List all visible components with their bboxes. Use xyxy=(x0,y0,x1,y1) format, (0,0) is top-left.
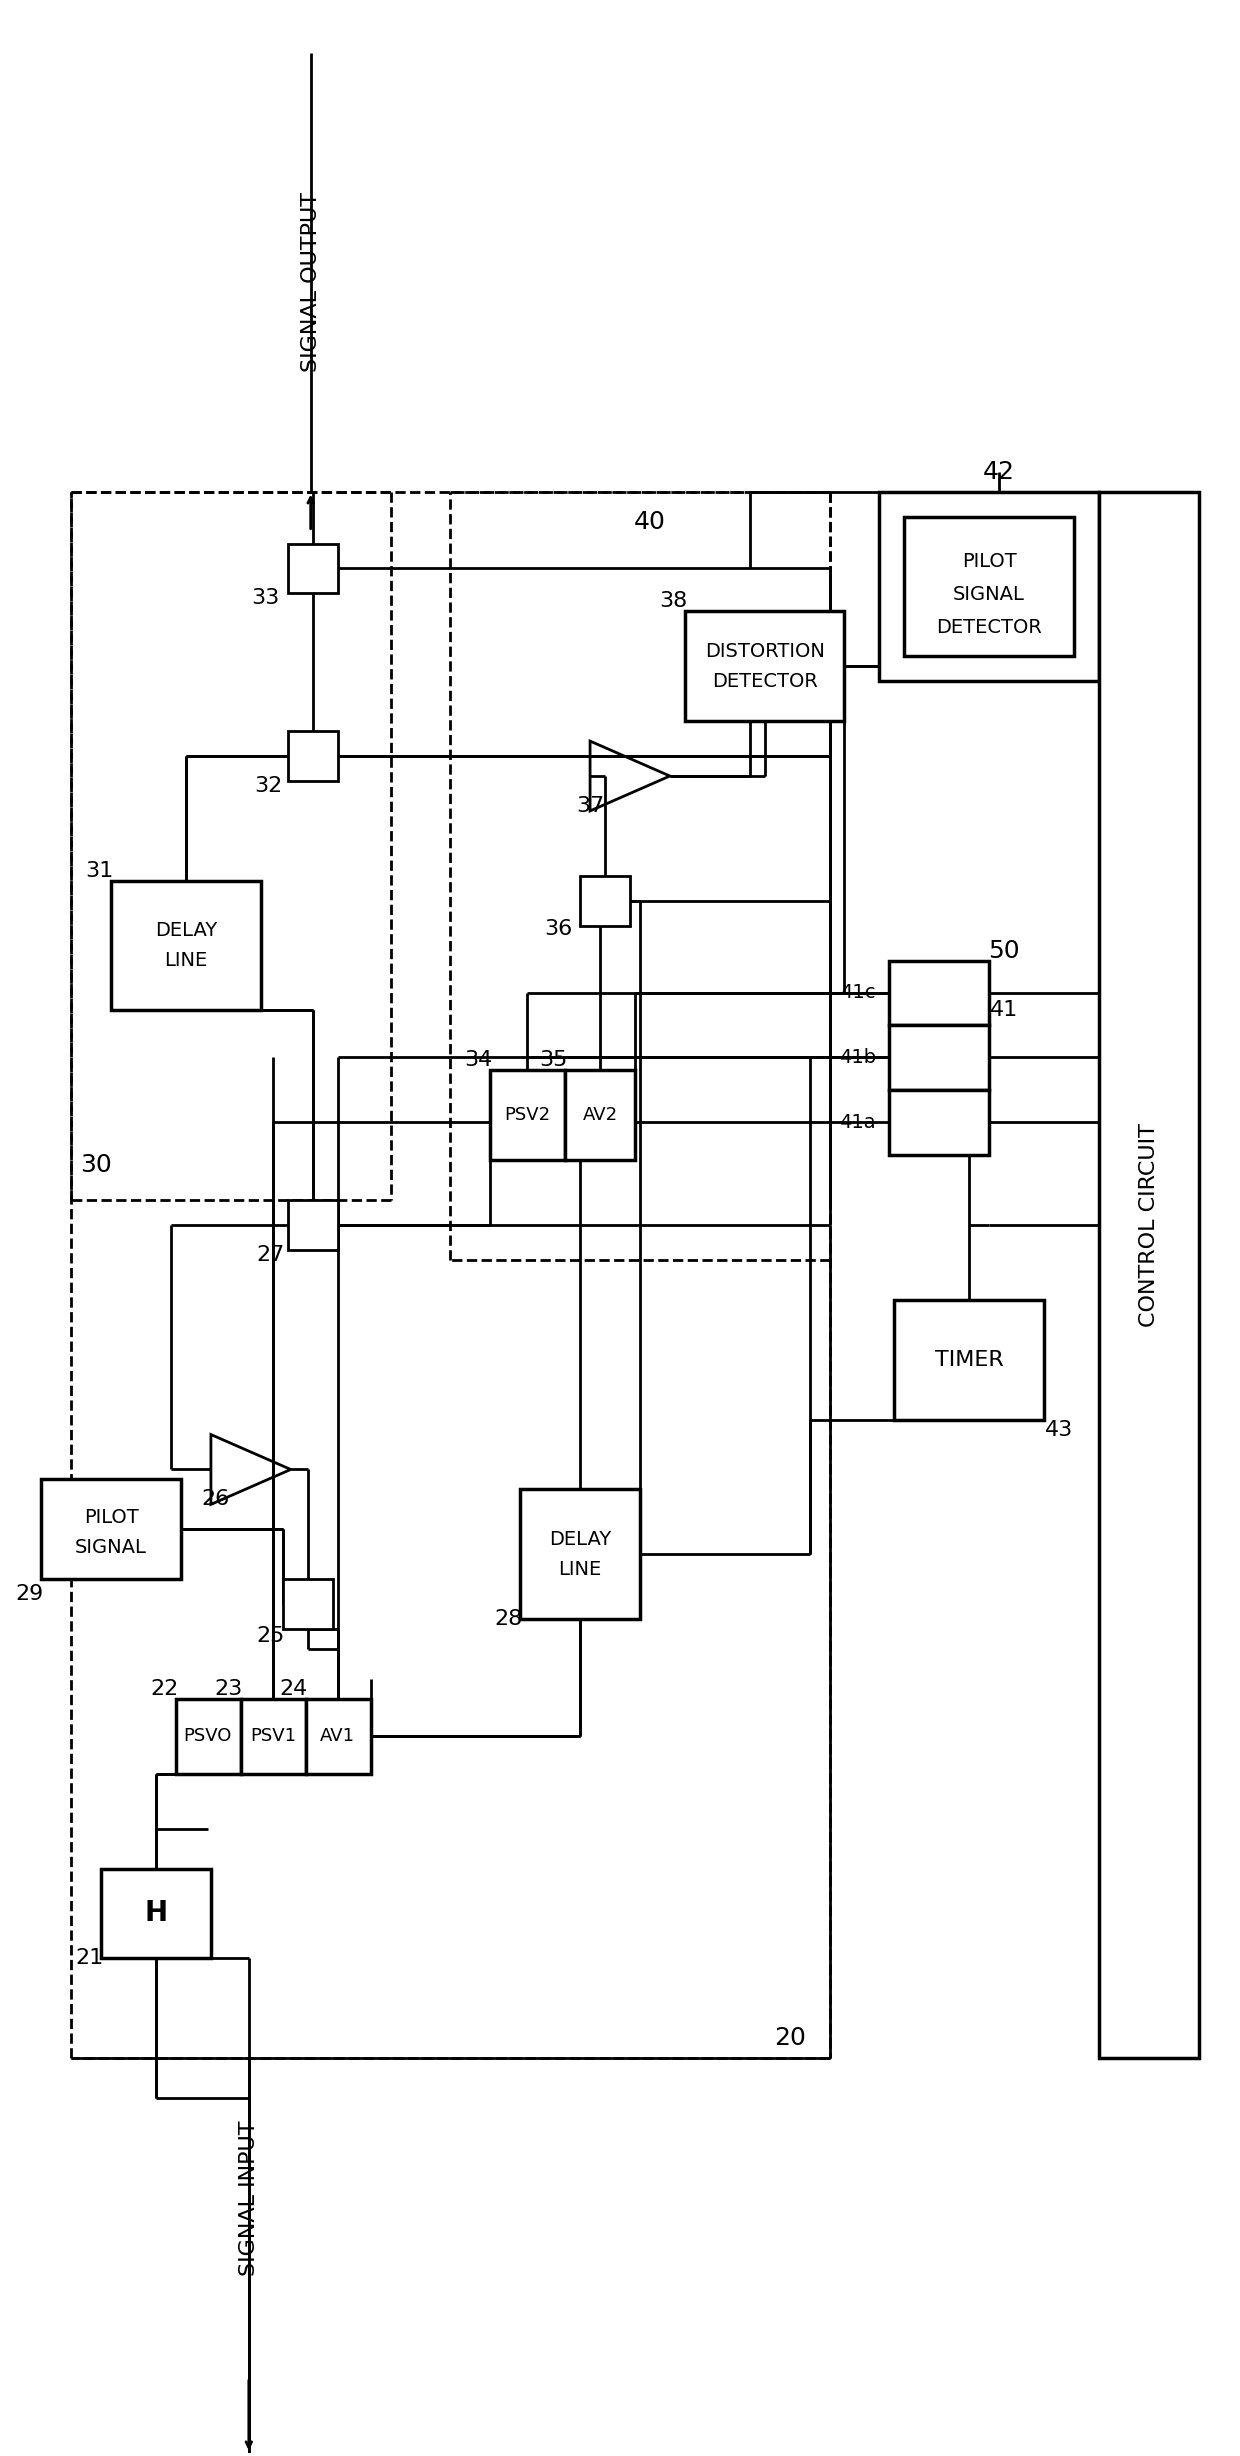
Text: 22: 22 xyxy=(150,1680,179,1700)
Text: AV1: AV1 xyxy=(320,1727,355,1744)
Text: PSV1: PSV1 xyxy=(249,1727,296,1744)
Bar xyxy=(580,877,630,926)
Text: 33: 33 xyxy=(252,589,280,609)
Text: 41c: 41c xyxy=(839,982,875,1002)
Text: SIGNAL OUTPUT: SIGNAL OUTPUT xyxy=(300,192,321,373)
Bar xyxy=(288,543,337,594)
Bar xyxy=(565,1071,635,1159)
Text: 36: 36 xyxy=(544,919,573,938)
Text: 27: 27 xyxy=(257,1245,285,1265)
Text: 26: 26 xyxy=(202,1488,231,1510)
Bar xyxy=(288,1201,337,1250)
Text: 35: 35 xyxy=(539,1051,568,1071)
Text: 23: 23 xyxy=(215,1680,243,1700)
Text: 50: 50 xyxy=(988,938,1021,963)
Text: LINE: LINE xyxy=(165,950,207,970)
Text: PSV2: PSV2 xyxy=(505,1105,551,1125)
Bar xyxy=(288,732,337,781)
Text: CONTROL CIRCUIT: CONTROL CIRCUIT xyxy=(1138,1122,1159,1326)
Text: PILOT: PILOT xyxy=(84,1508,139,1528)
Bar xyxy=(894,1299,1044,1420)
Text: 42: 42 xyxy=(983,459,1016,484)
Text: 40: 40 xyxy=(634,508,666,533)
Text: 29: 29 xyxy=(15,1584,43,1604)
Text: 43: 43 xyxy=(1045,1420,1073,1439)
Bar xyxy=(889,1090,990,1154)
Text: 28: 28 xyxy=(494,1609,522,1628)
Text: SIGNAL INPUT: SIGNAL INPUT xyxy=(239,2120,259,2277)
Text: AV2: AV2 xyxy=(583,1105,618,1125)
Text: SIGNAL: SIGNAL xyxy=(954,585,1025,604)
Bar xyxy=(521,1488,640,1619)
Text: 32: 32 xyxy=(254,776,283,796)
Bar xyxy=(112,882,260,1009)
Bar xyxy=(306,1700,371,1773)
Text: DETECTOR: DETECTOR xyxy=(936,619,1042,636)
Text: 24: 24 xyxy=(279,1680,308,1700)
Bar xyxy=(490,1071,565,1159)
Text: 41b: 41b xyxy=(839,1049,875,1066)
Bar xyxy=(241,1700,306,1773)
Text: 30: 30 xyxy=(81,1154,112,1176)
Text: LINE: LINE xyxy=(558,1560,601,1579)
Text: PSVO: PSVO xyxy=(184,1727,232,1744)
Bar xyxy=(1099,491,1199,2058)
Bar xyxy=(41,1479,181,1579)
Text: 21: 21 xyxy=(76,1948,103,1967)
Bar xyxy=(684,612,844,722)
Text: SIGNAL: SIGNAL xyxy=(76,1537,148,1557)
Bar xyxy=(879,491,1099,680)
Bar xyxy=(283,1579,332,1628)
Text: TIMER: TIMER xyxy=(935,1351,1003,1370)
Bar xyxy=(102,1869,211,1957)
Text: DELAY: DELAY xyxy=(549,1530,611,1550)
Text: DELAY: DELAY xyxy=(155,921,217,941)
Text: 20: 20 xyxy=(774,2026,806,2051)
Text: H: H xyxy=(145,1898,167,1928)
Bar xyxy=(176,1700,241,1773)
Text: 25: 25 xyxy=(257,1626,285,1646)
Bar xyxy=(889,960,990,1027)
Text: DETECTOR: DETECTOR xyxy=(712,673,817,690)
Text: 31: 31 xyxy=(86,860,113,882)
Text: DISTORTION: DISTORTION xyxy=(704,641,825,661)
Text: 41: 41 xyxy=(990,1000,1018,1022)
Text: PILOT: PILOT xyxy=(962,553,1017,570)
Text: 37: 37 xyxy=(575,796,604,815)
Text: 41a: 41a xyxy=(839,1113,875,1132)
Text: 38: 38 xyxy=(658,592,687,612)
Text: 34: 34 xyxy=(464,1051,492,1071)
Bar xyxy=(904,516,1074,656)
Bar xyxy=(889,1027,990,1090)
